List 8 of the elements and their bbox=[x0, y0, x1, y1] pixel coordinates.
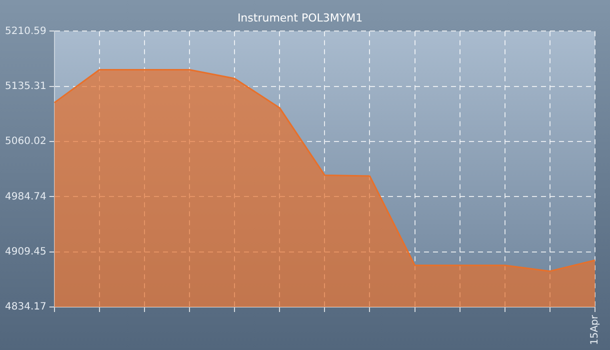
x-tick-label: 15Apr bbox=[590, 314, 601, 346]
y-tick-label: 5060.02 bbox=[4, 136, 46, 148]
chart-title: Instrument POL3MYM1 bbox=[237, 11, 363, 24]
y-tick-label: 4984.74 bbox=[4, 191, 46, 202]
y-tick-label: 4834.17 bbox=[4, 302, 46, 313]
y-tick-label: 5135.31 bbox=[4, 80, 46, 92]
y-tick-label: 4909.45 bbox=[4, 246, 46, 258]
y-tick-label: 5210.59 bbox=[4, 26, 46, 37]
